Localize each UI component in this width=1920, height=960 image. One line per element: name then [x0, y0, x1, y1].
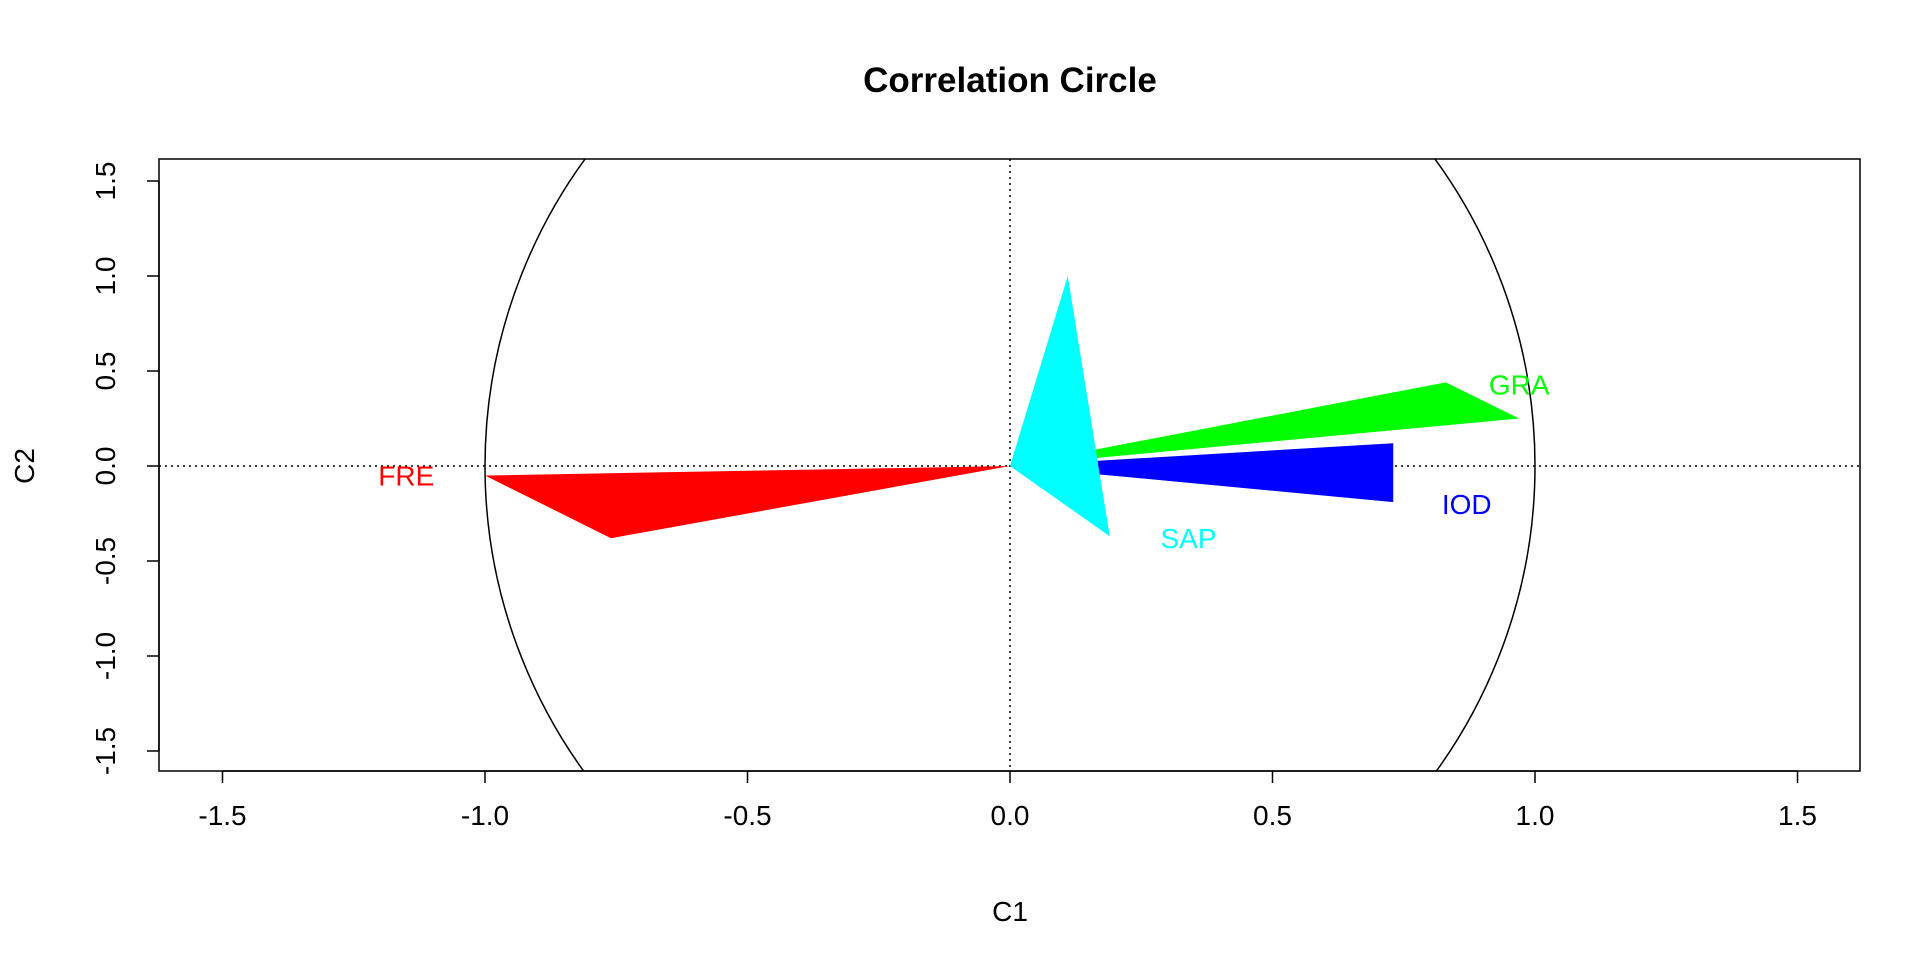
- unit-circle: [484, 159, 1536, 771]
- y-tick-label: 0.5: [90, 352, 121, 391]
- y-tick-label: 0.0: [90, 447, 121, 486]
- y-axis: -1.5 -1.0 -0.5 0.0 0.5 1.0 1.5: [90, 162, 160, 775]
- x-tick-label: -0.5: [723, 800, 771, 831]
- x-tick-label: -1.0: [461, 800, 509, 831]
- arrow-sap: [1010, 276, 1110, 537]
- x-tick-label: 0.0: [991, 800, 1030, 831]
- arrow-iod: [1010, 443, 1394, 503]
- x-axis: -1.5 -1.0 -0.5 0.0 0.5 1.0 1.5: [198, 770, 1817, 831]
- x-tick-label: 0.5: [1253, 800, 1292, 831]
- variable-labels: FRE GRA IOD SAP: [378, 369, 1550, 554]
- y-tick-label: -0.5: [90, 537, 121, 585]
- label-sap: SAP: [1160, 523, 1216, 554]
- chart-title: Correlation Circle: [863, 61, 1157, 100]
- label-fre: FRE: [378, 461, 434, 492]
- arrow-fre: [485, 466, 1010, 539]
- label-gra: GRA: [1489, 369, 1550, 400]
- arrow-gra: [1010, 382, 1520, 466]
- x-tick-label: 1.0: [1516, 800, 1555, 831]
- label-iod: IOD: [1442, 489, 1492, 520]
- y-tick-label: -1.0: [90, 632, 121, 680]
- y-tick-label: 1.0: [90, 257, 121, 296]
- x-tick-label: -1.5: [198, 800, 246, 831]
- y-axis-label: C2: [9, 448, 40, 484]
- x-tick-label: 1.5: [1778, 800, 1817, 831]
- y-tick-label: 1.5: [90, 162, 121, 201]
- plot-area: [159, 159, 1860, 771]
- x-axis-label: C1: [992, 896, 1028, 927]
- y-tick-label: -1.5: [90, 727, 121, 775]
